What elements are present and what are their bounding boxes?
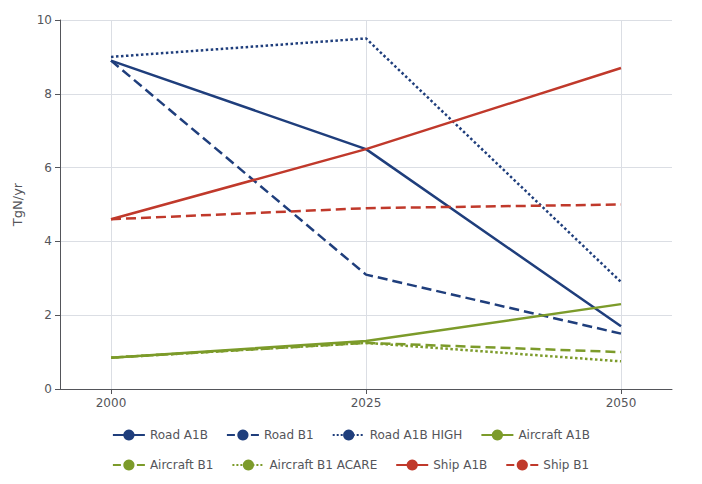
- svg-text:Road A1B: Road A1B: [150, 428, 208, 442]
- svg-text:6: 6: [44, 161, 52, 175]
- svg-text:4: 4: [44, 234, 52, 248]
- svg-text:Ship B1: Ship B1: [543, 458, 589, 472]
- svg-text:Aircraft B1: Aircraft B1: [150, 458, 214, 472]
- svg-text:Aircraft B1 ACARE: Aircraft B1 ACARE: [269, 458, 377, 472]
- svg-text:2000: 2000: [96, 396, 127, 410]
- svg-text:2050: 2050: [606, 396, 637, 410]
- svg-text:Aircraft A1B: Aircraft A1B: [518, 428, 590, 442]
- svg-text:TgN/yr: TgN/yr: [10, 182, 25, 227]
- svg-text:0: 0: [44, 382, 52, 396]
- svg-text:Road A1B HIGH: Road A1B HIGH: [370, 428, 463, 442]
- svg-text:Ship A1B: Ship A1B: [433, 458, 487, 472]
- svg-text:8: 8: [44, 87, 52, 101]
- svg-text:10: 10: [37, 13, 52, 27]
- svg-text:2: 2: [44, 308, 52, 322]
- svg-text:2025: 2025: [351, 396, 382, 410]
- svg-text:Road B1: Road B1: [264, 428, 314, 442]
